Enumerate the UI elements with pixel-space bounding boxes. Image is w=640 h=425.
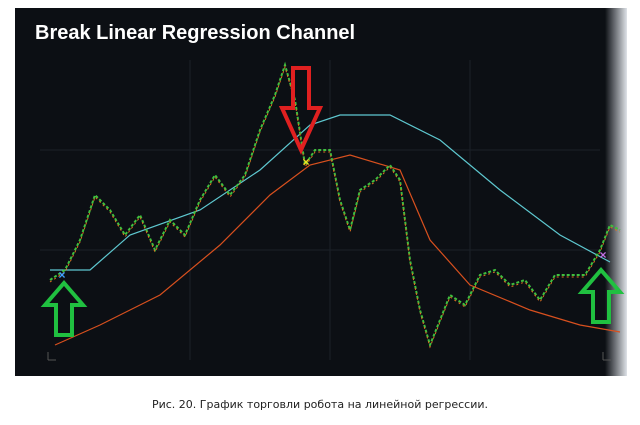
price-down [49,65,621,349]
chart-background [15,8,627,376]
marker: × [599,248,606,262]
price [49,61,621,349]
buy-arrow [577,266,625,324]
upper-line [50,114,611,271]
buy-arrow [40,279,88,337]
caption: Рис. 20. График торговли робота на линей… [151,398,489,411]
marker: × [58,268,65,282]
marker: × [302,155,309,169]
corner-marks [47,352,611,361]
chart-title: Break Linear Regression Channel [35,22,356,44]
lower-line [54,154,621,346]
chart-image: × × × [15,8,627,376]
sell-arrow [278,66,324,155]
